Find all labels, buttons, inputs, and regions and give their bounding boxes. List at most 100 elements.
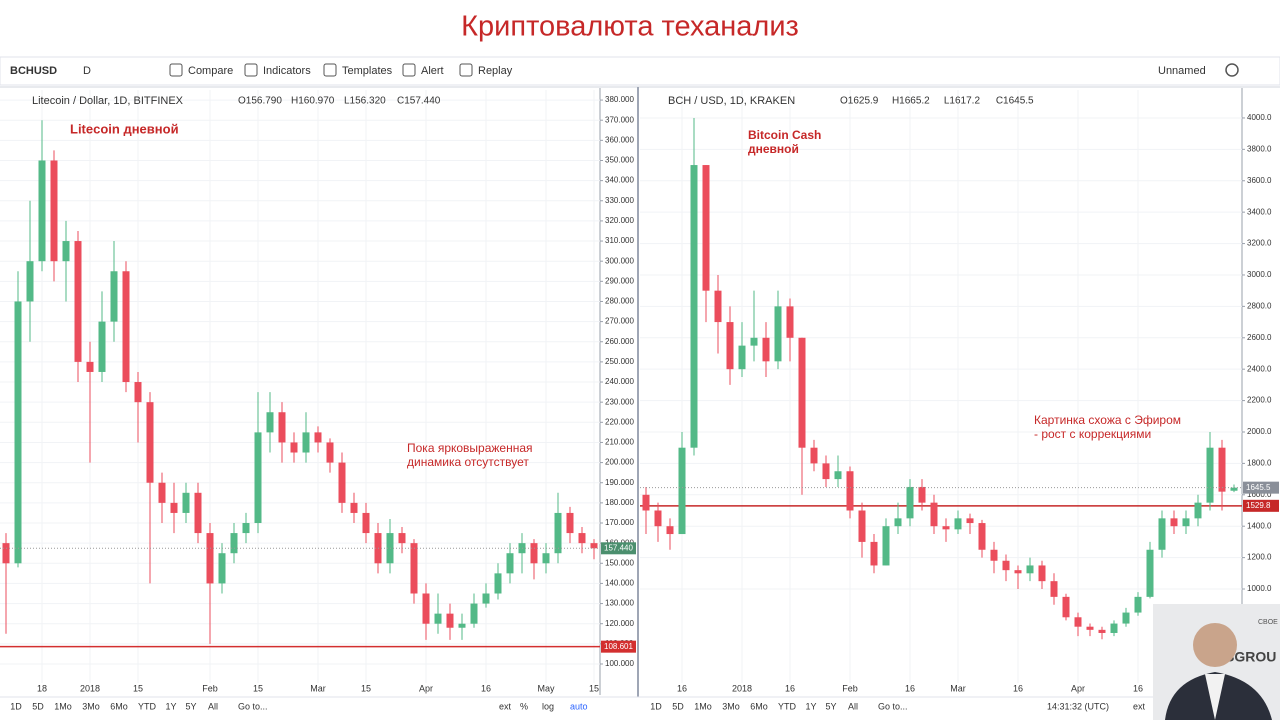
candle-body [158,482,166,503]
y-tick-label: 180.000 [605,498,634,507]
range-button[interactable]: 5Y [185,701,196,711]
toolbar-item[interactable]: Replay [478,65,513,77]
candle-body [326,442,334,463]
overlay-text: SGROU [1225,649,1276,665]
candle-body [38,160,46,262]
range-button[interactable]: All [848,701,858,711]
settings-icon[interactable] [1225,63,1239,77]
y-tick-label: 2000.0 [1247,427,1272,436]
x-tick-label: 2018 [80,683,100,693]
candle-body [254,432,262,524]
ohlc-value: C157.440 [397,96,441,107]
range-button[interactable]: 3Mo [722,701,740,711]
toolbar-item[interactable]: Templates [342,65,393,77]
y-tick-label: 260.000 [605,337,634,346]
x-tick-label: 16 [1133,683,1143,693]
candle-body [786,306,794,338]
candle-body [1134,596,1142,613]
goto-button[interactable]: Go to... [238,701,268,711]
range-button[interactable]: 3Mo [82,701,100,711]
range-button[interactable]: 1Y [805,701,816,711]
range-button[interactable]: 5Y [825,701,836,711]
status-item[interactable]: auto [570,701,588,711]
range-button[interactable]: 5D [32,701,44,711]
x-tick-label: Apr [419,683,433,693]
candle-body [822,463,830,480]
annotation: Bitcoin Cash [748,128,821,142]
annotation: дневной [748,142,799,156]
x-tick-label: Mar [950,683,966,693]
candle-body [410,543,418,594]
candle-body [1230,487,1238,491]
last-price-label: 157.440 [604,543,633,552]
y-tick-label: 300.000 [605,256,634,265]
interval[interactable]: D [83,65,91,77]
y-tick-label: 230.000 [605,397,634,406]
candle-body [966,518,974,524]
candle-body [1002,560,1010,571]
y-tick-label: 3600.0 [1247,176,1272,185]
range-button[interactable]: 1Y [165,701,176,711]
candle-body [1146,549,1154,597]
ohlc-value: C1645.5 [996,96,1034,107]
range-button[interactable]: YTD [138,701,157,711]
range-button[interactable]: 1Mo [54,701,72,711]
candle-body [774,306,782,362]
x-tick-label: 16 [785,683,795,693]
annotation: динамика отсутствует [407,455,529,469]
status-item[interactable]: 14:31:32 (UTC) [1047,701,1109,711]
top-toolbar [0,56,1280,86]
y-tick-label: 1200.0 [1247,553,1272,562]
support-label-bg [1243,499,1279,512]
x-tick-label: Feb [202,683,218,693]
candle-body [1182,518,1190,527]
status-item[interactable]: % [520,701,528,711]
y-tick-label: 2200.0 [1247,396,1272,405]
candle-body [870,541,878,566]
y-tick-label: 170.000 [605,518,634,527]
y-tick-label: 310.000 [605,236,634,245]
range-button[interactable]: 5D [672,701,684,711]
range-button[interactable]: 6Mo [110,701,128,711]
y-tick-label: 2800.0 [1247,301,1272,310]
x-tick-label: 2018 [732,683,752,693]
range-button[interactable]: YTD [778,701,797,711]
layout-name[interactable]: Unnamed [1158,65,1206,77]
candle-body [350,502,358,513]
candle-body [798,337,806,448]
y-tick-label: 290.000 [605,276,634,285]
candle-body [86,361,94,372]
range-button[interactable]: 1Mo [694,701,712,711]
x-tick-label: 15 [253,683,263,693]
candle-body [846,471,854,511]
candle-body [1098,629,1106,633]
status-item[interactable]: log [542,701,554,711]
toolbar-icon [402,63,416,77]
candle-body [146,402,154,483]
overlay-text: CBOE [1258,619,1278,626]
goto-button[interactable]: Go to... [878,701,908,711]
toolbar-item[interactable]: Alert [421,65,444,77]
toolbar-item[interactable]: Indicators [263,65,311,77]
y-tick-label: 350.000 [605,156,634,165]
range-button[interactable]: All [208,701,218,711]
range-button[interactable]: 1D [650,701,662,711]
x-tick-label: 15 [133,683,143,693]
range-button[interactable]: 1D [10,701,22,711]
range-button[interactable]: 6Mo [750,701,768,711]
candle-body [74,241,82,362]
symbol[interactable]: BCHUSD [10,65,57,77]
candle-body [398,533,406,544]
status-item[interactable]: ext [499,701,512,711]
candle-body [762,337,770,362]
candle-body [990,549,998,561]
annotation: - рост с коррекциями [1034,427,1151,441]
y-tick-label: 210.000 [605,438,634,447]
y-tick-label: 100.000 [605,659,634,668]
candle-body [566,512,574,534]
toolbar-item[interactable]: Compare [188,65,233,77]
candle-body [750,337,758,346]
toolbar-icon [459,63,473,77]
status-item[interactable]: ext [1133,701,1146,711]
